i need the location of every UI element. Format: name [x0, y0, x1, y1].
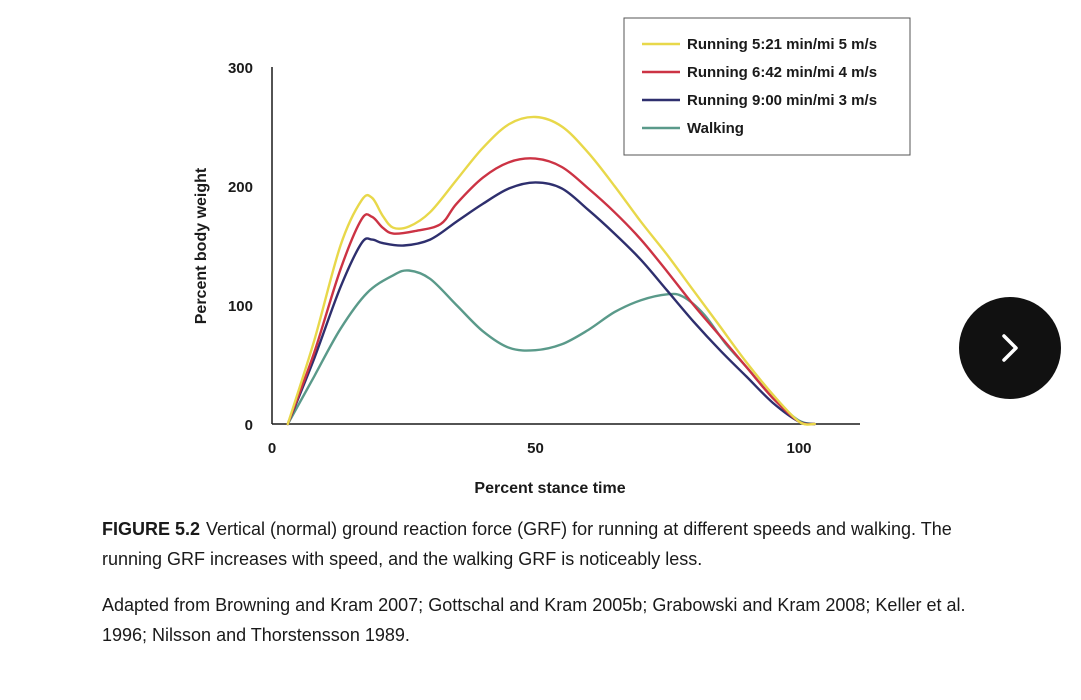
series-lines [286, 115, 816, 426]
chart: 0 100 200 300 0 50 100 Percent body weight Pe… [193, 17, 911, 497]
legend-label: Running 6:42 min/mi 4 m/s [687, 64, 877, 81]
legend-item: Running 6:42 min/mi 4 m/s [642, 64, 877, 81]
figure-label: FIGURE 5.2 [102, 519, 201, 539]
legend-label: Running 9:00 min/mi 3 m/s [687, 92, 877, 109]
series-line-running-5-21-min-mi-5-m-s [286, 115, 816, 426]
y-tick-label: 300 [228, 60, 253, 77]
x-tick-label: 100 [786, 440, 811, 457]
x-axis-label: Percent stance time [474, 480, 625, 497]
x-tick-label: 0 [268, 440, 276, 457]
legend-item: Running 5:21 min/mi 5 m/s [642, 36, 877, 53]
y-axis-label: Percent body weight [193, 167, 210, 324]
figure-caption-text: Vertical (normal) ground reaction force … [102, 519, 952, 569]
y-tick-label: 0 [245, 417, 253, 434]
x-tick-labels: 0 50 100 [268, 440, 812, 457]
series-line-running-6-42-min-mi-4-m-s [286, 157, 816, 426]
figure-source: Adapted from Browning and Kram 2007; Got… [102, 595, 966, 645]
legend-item: Running 9:00 min/mi 3 m/s [642, 92, 877, 109]
chevron-right-icon [1002, 334, 1018, 362]
series-line-running-9-00-min-mi-3-m-s [286, 181, 816, 426]
y-tick-labels: 0 100 200 300 [228, 60, 253, 434]
legend-box [623, 17, 911, 156]
y-tick-label: 100 [228, 298, 253, 315]
legend-label: Running 5:21 min/mi 5 m/s [687, 36, 877, 53]
next-button[interactable] [959, 297, 1061, 399]
figure-caption: FIGURE 5.2 Vertical (normal) ground react… [102, 514, 1002, 574]
y-tick-label: 200 [228, 179, 253, 196]
legend-item: Walking [642, 120, 744, 137]
legend-label: Walking [687, 120, 744, 137]
legend: Running 5:21 min/mi 5 m/s Running 6:42 mi… [623, 17, 911, 156]
x-tick-label: 50 [527, 440, 544, 457]
